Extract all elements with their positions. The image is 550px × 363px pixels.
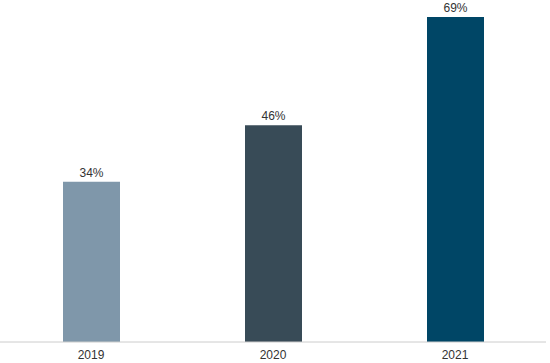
svg-text:2021: 2021 [442,348,469,362]
svg-text:46%: 46% [261,109,285,123]
svg-text:69%: 69% [443,1,467,15]
svg-text:34%: 34% [79,166,103,180]
svg-text:2020: 2020 [260,348,287,362]
svg-text:2019: 2019 [78,348,105,362]
